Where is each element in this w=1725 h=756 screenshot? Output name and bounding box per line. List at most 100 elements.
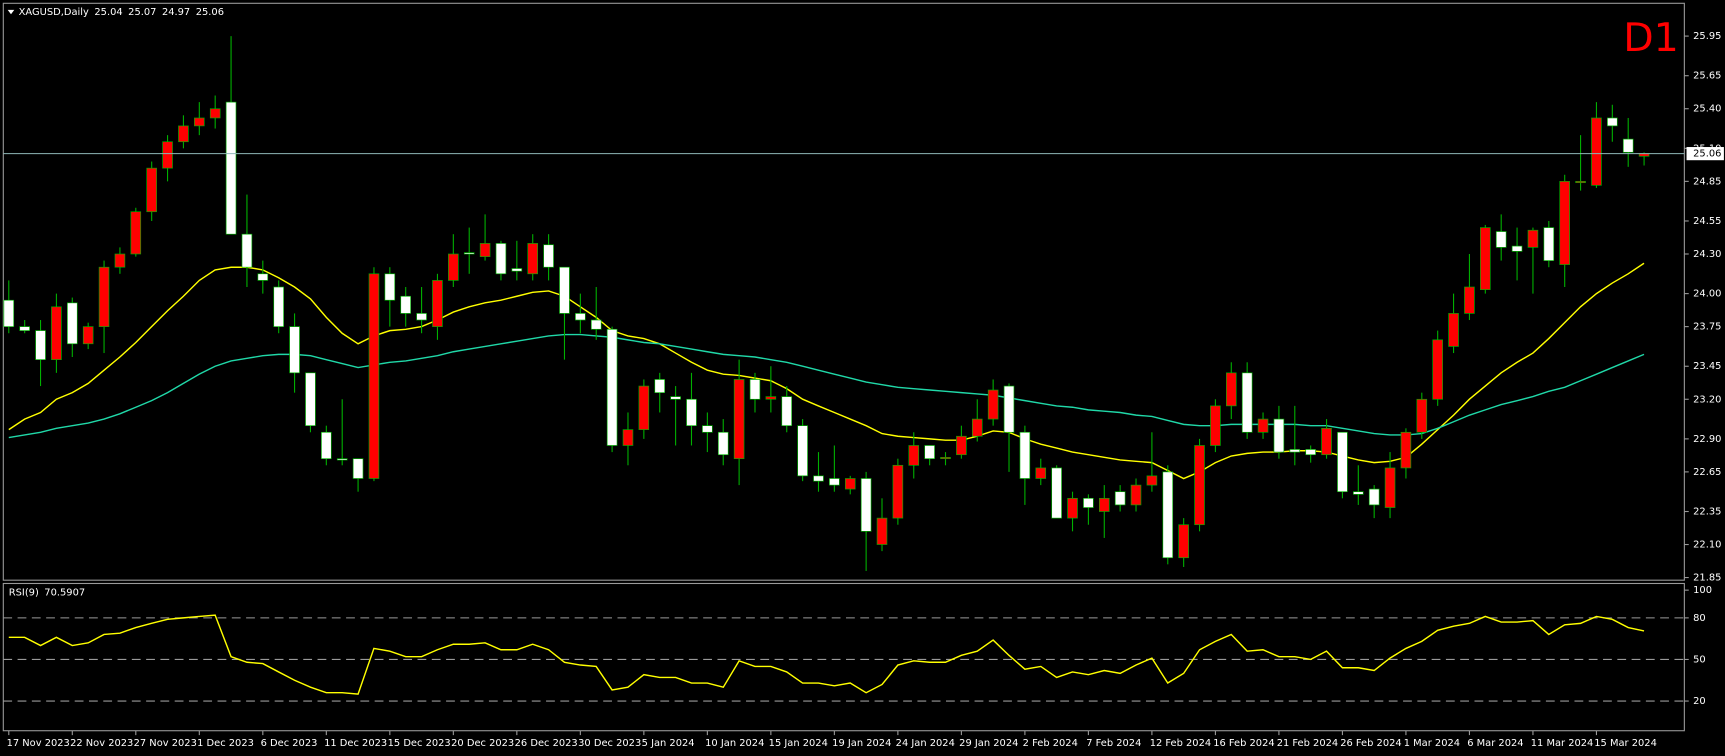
candle-body: [860, 478, 872, 532]
candle-body: [987, 389, 999, 420]
x-tick-label: 29 Jan 2024: [959, 738, 1018, 749]
x-tick-label: 20 Dec 2023: [451, 738, 514, 749]
x-tick-label: 24 Jan 2024: [896, 738, 955, 749]
candle-body: [305, 372, 316, 427]
candle-body: [1067, 497, 1078, 519]
candle-body: [543, 244, 554, 268]
x-tick-label: 12 Feb 2024: [1150, 738, 1211, 749]
x-tick-label: 15 Mar 2024: [1594, 738, 1657, 749]
price-pane-border: [2, 2, 1685, 581]
y-tick-label: 22.90: [1693, 434, 1721, 445]
candle-body: [1622, 138, 1634, 153]
candle-body: [82, 326, 94, 345]
y-tick-label: 24.85: [1693, 176, 1721, 187]
candle-body: [384, 273, 396, 301]
candle-body: [670, 396, 681, 400]
candle-body: [1289, 449, 1301, 453]
timeframe-label: D1: [1623, 15, 1679, 61]
candle-body: [797, 425, 808, 477]
rsi-pane: 100 80 50 20 RSI(9) 70.5907: [3, 585, 1712, 707]
candle-body: [1400, 431, 1412, 469]
candle-body: [1099, 497, 1110, 512]
candle-body: [781, 396, 793, 427]
candle-body: [130, 211, 142, 255]
candle-body: [225, 101, 237, 235]
candle-body: [1305, 449, 1316, 456]
candle-body: [892, 464, 904, 519]
x-tick-label: 11 Mar 2024: [1531, 738, 1594, 749]
candle-body: [813, 475, 824, 482]
y-tick-label: 21.85: [1693, 573, 1721, 584]
candle-body: [194, 117, 205, 127]
x-tick-label: 17 Nov 2023: [7, 738, 70, 749]
candle-body: [511, 268, 523, 272]
candle-body: [527, 243, 538, 275]
candle-body: [1337, 431, 1348, 493]
candle-body: [1559, 181, 1570, 265]
x-tick-label: 2 Feb 2024: [1023, 738, 1078, 749]
x-tick-label: 1 Mar 2024: [1404, 738, 1460, 749]
candle-body: [1257, 418, 1269, 433]
title-high: 25.07: [128, 7, 156, 18]
candle-body: [654, 379, 666, 393]
title-low: 24.97: [162, 7, 190, 18]
chart-title: XAGUSD,Daily 25.04 25.07 24.97 25.06: [19, 7, 224, 18]
candle-body: [1083, 497, 1094, 508]
candle-body: [1416, 398, 1428, 433]
candle-body: [749, 379, 761, 400]
candle-body: [638, 385, 650, 430]
x-tick-label: 30 Dec 2023: [578, 738, 641, 749]
x-tick-label: 10 Jan 2024: [705, 738, 764, 749]
candle-body: [702, 425, 713, 433]
x-tick-label: 27 Nov 2023: [134, 738, 197, 749]
candle-body: [1480, 227, 1491, 290]
candle-body: [1511, 245, 1523, 252]
candle-body: [1464, 286, 1475, 314]
candle-body: [1575, 181, 1586, 184]
y-tick-label: 23.20: [1693, 394, 1721, 405]
price-pane: 25.9525.6525.4025.1024.8524.5524.3024.00…: [3, 7, 1724, 584]
y-tick-label: 25.40: [1693, 104, 1721, 115]
indicator-name: RSI(9): [9, 587, 39, 598]
y-tick-label: 22.35: [1693, 507, 1721, 518]
menu-arrow[interactable]: [7, 9, 15, 15]
y-tick-label: 80: [1693, 613, 1706, 624]
title-open: 25.04: [94, 7, 122, 18]
y-tick-label: 24.30: [1693, 249, 1721, 260]
title-close: 25.06: [196, 7, 224, 18]
candle-body: [1130, 484, 1142, 506]
title-symbol: XAGUSD,Daily: [19, 7, 89, 18]
candle-body: [1226, 372, 1237, 407]
rsi-pane-border: [2, 582, 1685, 732]
candle-body: [1384, 467, 1396, 508]
x-tick-label: 26 Feb 2024: [1340, 738, 1401, 749]
x-tick-label: 7 Feb 2024: [1086, 738, 1141, 749]
candle-body: [733, 379, 745, 460]
moving-average: [8, 262, 1645, 480]
candle-body: [717, 431, 729, 456]
candle-body: [162, 141, 173, 169]
y-tick-label: 23.75: [1693, 322, 1721, 333]
x-tick-label: 5 Jan 2024: [642, 738, 695, 749]
y-tick-label: 100: [1693, 585, 1712, 596]
candle-body: [1543, 227, 1555, 261]
candle-body: [956, 435, 967, 456]
candle-body: [876, 517, 888, 545]
price-label-box: [1686, 147, 1724, 161]
candle-body: [479, 243, 491, 257]
indicator-title: RSI(9) 70.5907: [9, 587, 85, 598]
candle-body: [1210, 405, 1221, 446]
moving-average: [8, 333, 1645, 439]
candle-body: [622, 429, 634, 446]
candle-body: [1162, 471, 1174, 559]
candle-body: [19, 326, 30, 331]
candle-body: [1241, 372, 1253, 433]
candle-body: [289, 326, 300, 374]
candle-body: [495, 243, 507, 275]
candle-body: [940, 457, 951, 460]
candle-body: [1607, 117, 1618, 127]
x-tick-label: 22 Nov 2023: [70, 738, 133, 749]
y-tick-label: 25.95: [1693, 31, 1721, 42]
candle-body: [1146, 475, 1158, 486]
candle-body: [829, 478, 840, 486]
